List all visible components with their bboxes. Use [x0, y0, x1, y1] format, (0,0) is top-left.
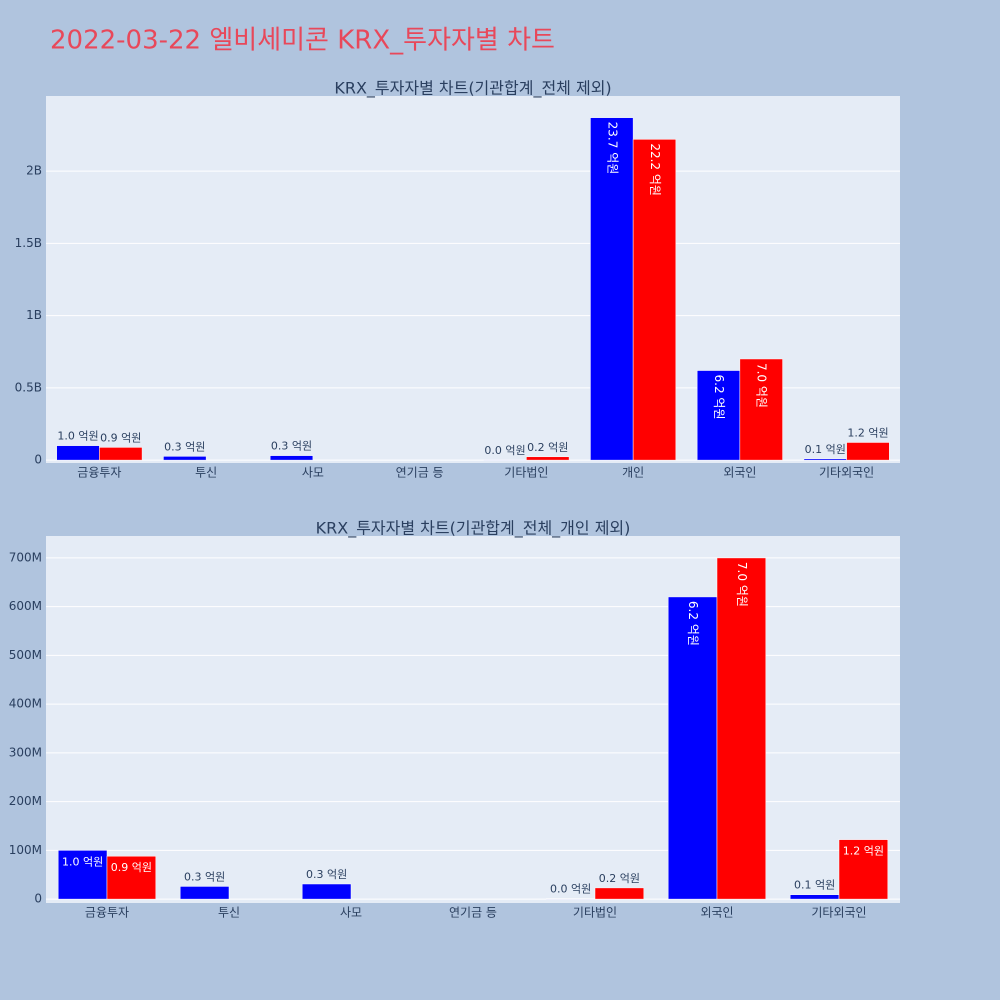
x-tick-label: 금융투자	[85, 906, 129, 920]
value-label: 0.2 억원	[527, 441, 568, 454]
value-label: 6.2 억원	[712, 375, 726, 420]
y-tick-label: 500M	[9, 648, 42, 662]
value-label: 0.9 억원	[100, 431, 141, 444]
y-tick-label: 100M	[9, 843, 42, 857]
y-tick-label: 1B	[26, 308, 42, 322]
page-title: 2022-03-22 엘비세미콘 KRX_투자자별 차트	[50, 26, 555, 56]
bar	[301, 883, 352, 900]
value-label: 0.1 억원	[805, 443, 846, 456]
value-label: 1.2 억원	[847, 426, 888, 439]
bar	[846, 442, 890, 461]
x-tick-label: 기타법인	[573, 906, 617, 920]
value-label: 1.2 억원	[843, 845, 884, 858]
value-label: 0.0 억원	[484, 444, 525, 457]
y-tick-label: 300M	[9, 745, 42, 759]
bar	[269, 455, 314, 461]
bar	[632, 139, 677, 461]
value-label: 1.0 억원	[62, 855, 103, 868]
x-tick-label: 기타외국인	[819, 466, 874, 480]
bar	[803, 458, 847, 461]
y-tick-label: 400M	[9, 697, 42, 711]
y-tick-label: 0.5B	[15, 380, 42, 394]
value-label: 0.0 억원	[550, 883, 591, 896]
value-label: 0.9 억원	[111, 861, 152, 874]
bar	[696, 370, 741, 461]
x-tick-label: 외국인	[723, 466, 756, 480]
x-tick-label: 연기금 등	[449, 906, 497, 920]
y-tick-label: 200M	[9, 794, 42, 808]
value-label: 7.0 억원	[755, 363, 769, 408]
value-label: 0.3 억원	[306, 868, 347, 881]
bar	[716, 557, 767, 900]
bar	[179, 886, 230, 900]
value-label: 0.1 억원	[794, 879, 835, 892]
bar	[739, 358, 783, 461]
x-tick-label: 투신	[218, 906, 240, 920]
y-tick-label: 2B	[26, 164, 42, 178]
value-label: 7.0 억원	[735, 562, 749, 607]
value-label: 0.3 억원	[271, 440, 312, 453]
bar	[106, 855, 157, 900]
plot-area	[46, 536, 900, 903]
y-tick-label: 600M	[9, 599, 42, 613]
bar	[526, 456, 570, 461]
x-tick-label: 사모	[302, 466, 324, 480]
x-tick-label: 기타외국인	[811, 906, 866, 920]
y-tick-label: 700M	[9, 550, 42, 564]
bar	[838, 839, 889, 900]
bar	[594, 887, 645, 900]
x-tick-label: 사모	[340, 906, 362, 920]
x-tick-label: 기타법인	[504, 466, 548, 480]
x-tick-label: 개인	[622, 466, 644, 480]
value-label: 0.3 억원	[164, 440, 205, 453]
bar	[590, 117, 634, 461]
value-label: 0.3 억원	[184, 870, 225, 883]
value-label: 0.2 억원	[599, 872, 640, 885]
y-tick-label: 1.5B	[15, 236, 42, 250]
chart-title: KRX_투자자별 차트(기관합계_전체 제외)	[334, 79, 611, 99]
bar	[789, 894, 840, 900]
bar	[56, 445, 100, 461]
bar	[57, 850, 108, 900]
chart-title: KRX_투자자별 차트(기관합계_전체_개인 제외)	[316, 519, 631, 539]
bar	[667, 596, 718, 900]
y-tick-label: 0	[34, 453, 42, 467]
x-tick-label: 금융투자	[77, 466, 121, 480]
x-tick-label: 투신	[195, 466, 217, 480]
x-tick-label: 외국인	[700, 906, 733, 920]
value-label: 23.7 억원	[605, 122, 619, 175]
value-label: 22.2 억원	[648, 143, 662, 196]
y-tick-label: 0	[34, 892, 42, 906]
bar	[99, 447, 143, 461]
x-tick-label: 연기금 등	[396, 466, 444, 480]
value-label: 1.0 억원	[57, 430, 98, 443]
value-label: 6.2 억원	[686, 601, 700, 646]
bar	[163, 456, 207, 461]
